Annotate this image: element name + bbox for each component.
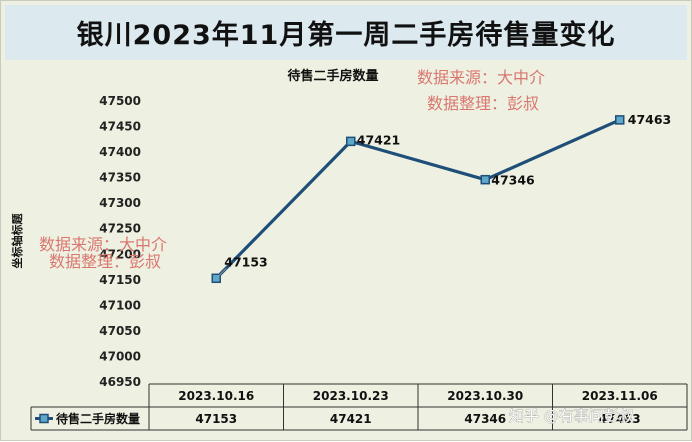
data-label: 47346 <box>491 173 535 188</box>
data-table: 2023.10.16 2023.10.23 2023.10.30 2023.11.06… <box>30 383 688 431</box>
table-value: 47153 <box>195 412 237 426</box>
data-point <box>211 273 221 284</box>
table-value: 47421 <box>330 412 372 426</box>
y-axis: 46950 47000 47050 47100 47150 47200 47250 47300… <box>99 94 141 389</box>
y-tick-label: 47350 <box>99 171 141 185</box>
watermark-editor-top: 数据整理：彭叔 <box>427 94 539 113</box>
x-tick-label: 2023.10.30 <box>447 389 523 403</box>
y-tick-label: 47300 <box>99 196 141 210</box>
legend-marker <box>39 413 49 424</box>
legend-label: 待售二手房数量 <box>56 411 140 426</box>
x-tick-label: 2023.10.16 <box>178 389 254 403</box>
data-label: 47463 <box>628 112 672 127</box>
watermark-source-top: 数据来源：大中介 <box>417 68 545 87</box>
y-tick-label: 47150 <box>99 273 141 287</box>
watermark-source-left: 数据来源：大中介 <box>39 235 167 254</box>
data-point <box>346 136 356 147</box>
y-tick-label: 47400 <box>99 145 141 159</box>
zhihu-watermark: 知乎 @有事问彭叔 <box>509 407 634 425</box>
y-tick-label: 47450 <box>99 120 141 134</box>
y-tick-label: 47250 <box>99 222 141 236</box>
x-tick-label: 2023.10.23 <box>313 389 389 403</box>
plot-area <box>149 66 687 384</box>
y-axis-title: 坐标轴标题 <box>10 213 24 269</box>
y-tick-label: 47050 <box>99 324 141 338</box>
table-value: 47346 <box>464 412 506 426</box>
x-tick-label: 2023.11.06 <box>582 389 658 403</box>
y-tick-label: 47000 <box>99 349 141 363</box>
data-labels: 47153 47421 47346 47463 <box>217 112 672 277</box>
watermark-editor-left: 数据整理：彭叔 <box>49 252 161 271</box>
banner-title: 银川2023年11月第一周二手房待售量变化 <box>76 20 616 51</box>
data-point <box>615 115 625 125</box>
y-tick-label: 47200 <box>99 247 141 261</box>
table-value: 47463 <box>599 412 641 426</box>
data-point <box>480 174 490 185</box>
y-tick-label: 47100 <box>99 298 141 312</box>
y-tick-label: 46950 <box>99 375 141 389</box>
label-leader <box>217 268 227 277</box>
series-line-group <box>211 115 625 284</box>
y-tick-label: 47500 <box>99 94 141 108</box>
data-label: 47153 <box>224 254 268 269</box>
data-label: 47421 <box>357 132 401 147</box>
chart-title: 待售二手房数量 <box>286 68 378 84</box>
banner: 银川2023年11月第一周二手房待售量变化 <box>5 5 687 60</box>
series-line <box>215 118 621 280</box>
